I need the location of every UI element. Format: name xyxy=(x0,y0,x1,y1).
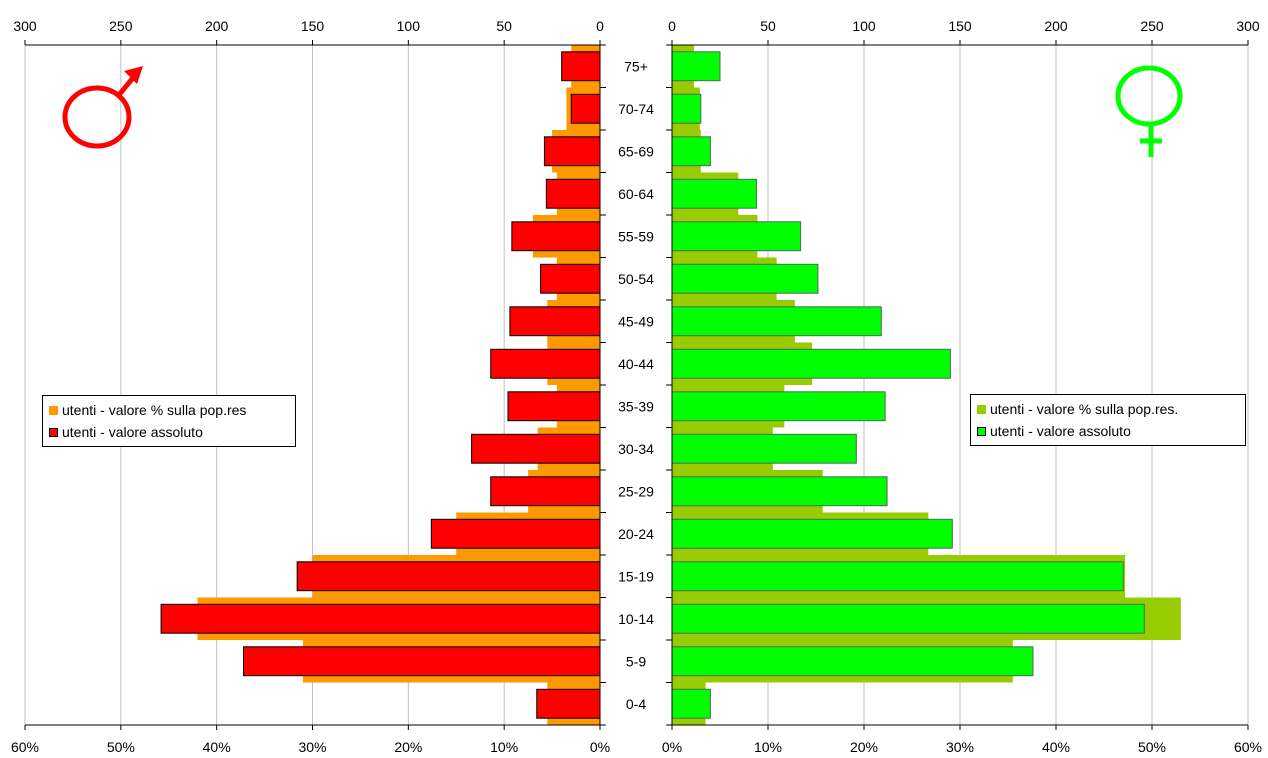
male-percent-tick-label: 10% xyxy=(490,739,518,755)
female-legend-percent-label: utenti - valore % sulla pop.res. xyxy=(990,401,1179,417)
female-percent-tick-label: 50% xyxy=(1138,739,1166,755)
female-symbol-icon xyxy=(1115,65,1183,127)
female-percent-swatch xyxy=(977,404,986,414)
male-percent-tick-label: 0% xyxy=(590,739,610,755)
female-percent-tick-label: 30% xyxy=(946,739,974,755)
male-absolute-bar xyxy=(543,136,601,167)
female-absolute-tick-label: 0 xyxy=(668,18,676,34)
male-absolute-tick-label: 50 xyxy=(496,18,512,34)
male-percent-tick-label: 50% xyxy=(107,739,135,755)
male-absolute-bar xyxy=(545,178,601,209)
male-absolute-bar xyxy=(243,646,601,677)
age-group-label: 10-14 xyxy=(618,611,654,627)
age-group-label: 50-54 xyxy=(618,271,654,287)
female-absolute-swatch xyxy=(977,426,986,436)
male-absolute-bar xyxy=(490,348,601,379)
male-absolute-bar xyxy=(471,433,601,464)
female-legend-item-absolute: utenti - valore assoluto xyxy=(977,420,1239,442)
male-absolute-bar xyxy=(511,221,601,252)
male-absolute-bar xyxy=(509,306,601,337)
male-absolute-tick-label: 100 xyxy=(397,18,421,34)
male-absolute-bar xyxy=(430,518,601,549)
female-percent-tick-label: 0% xyxy=(662,739,682,755)
male-absolute-tick-label: 150 xyxy=(301,18,325,34)
age-group-label: 35-39 xyxy=(618,398,654,414)
age-group-label: 5-9 xyxy=(626,653,646,669)
male-absolute-bar xyxy=(507,391,601,422)
age-group-label: 75+ xyxy=(624,58,648,74)
male-percent-tick-label: 60% xyxy=(11,739,39,755)
female-absolute-tick-label: 200 xyxy=(1044,18,1068,34)
female-absolute-bar xyxy=(671,561,1124,592)
female-absolute-tick-label: 100 xyxy=(852,18,876,34)
female-legend: utenti - valore % sulla pop.res. utenti … xyxy=(970,394,1246,446)
female-absolute-tick-label: 300 xyxy=(1236,18,1260,34)
female-legend-item-percent: utenti - valore % sulla pop.res. xyxy=(977,398,1239,420)
female-absolute-bar xyxy=(671,263,819,294)
male-legend-percent-label: utenti - valore % sulla pop.res xyxy=(62,402,247,418)
male-percent-tick-label: 20% xyxy=(394,739,422,755)
female-absolute-bar xyxy=(671,518,953,549)
age-group-label: 0-4 xyxy=(626,696,646,712)
female-absolute-bar xyxy=(671,433,857,464)
age-group-label: 40-44 xyxy=(618,356,654,372)
female-absolute-bar xyxy=(671,178,757,209)
male-absolute-bar xyxy=(561,51,601,82)
male-absolute-bar xyxy=(490,476,601,507)
age-group-label: 45-49 xyxy=(618,313,654,329)
male-absolute-tick-label: 250 xyxy=(109,18,133,34)
female-percent-tick-label: 60% xyxy=(1234,739,1262,755)
male-absolute-tick-label: 0 xyxy=(596,18,604,34)
male-legend-absolute-label: utenti - valore assoluto xyxy=(62,424,203,440)
age-group-label: 30-34 xyxy=(618,441,654,457)
age-group-label: 70-74 xyxy=(618,101,654,117)
male-legend-item-absolute: utenti - valore assoluto xyxy=(49,421,289,443)
male-percent-tick-label: 40% xyxy=(203,739,231,755)
male-legend: utenti - valore % sulla pop.res utenti -… xyxy=(42,395,296,447)
age-group-label: 25-29 xyxy=(618,483,654,499)
female-absolute-bar xyxy=(671,221,802,252)
female-absolute-tick-label: 50 xyxy=(760,18,776,34)
female-absolute-bar xyxy=(671,646,1034,677)
female-percent-tick-label: 10% xyxy=(754,739,782,755)
female-absolute-tick-label: 150 xyxy=(948,18,972,34)
male-symbol-icon xyxy=(62,85,132,149)
female-absolute-bar xyxy=(671,688,711,719)
female-absolute-bar xyxy=(671,306,882,337)
male-absolute-bar xyxy=(536,688,601,719)
male-percent-swatch xyxy=(49,405,58,415)
age-group-label: 20-24 xyxy=(618,526,654,542)
female-absolute-bar xyxy=(671,603,1145,634)
male-absolute-bar xyxy=(296,561,601,592)
female-absolute-bar xyxy=(671,391,886,422)
male-absolute-bar xyxy=(540,263,601,294)
male-legend-item-percent: utenti - valore % sulla pop.res xyxy=(49,399,289,421)
male-absolute-bar xyxy=(570,93,601,124)
female-absolute-bar xyxy=(671,136,711,167)
female-absolute-bar xyxy=(671,476,888,507)
female-percent-tick-label: 40% xyxy=(1042,739,1070,755)
female-absolute-bar xyxy=(671,348,951,379)
male-symbol-arrowhead xyxy=(124,66,143,84)
female-percent-tick-label: 20% xyxy=(850,739,878,755)
age-group-label: 15-19 xyxy=(618,568,654,584)
age-group-label: 65-69 xyxy=(618,143,654,159)
age-group-label: 60-64 xyxy=(618,186,654,202)
male-absolute-bar xyxy=(160,603,601,634)
male-absolute-swatch xyxy=(49,427,58,437)
male-percent-tick-label: 30% xyxy=(298,739,326,755)
age-group-label: 55-59 xyxy=(618,228,654,244)
female-absolute-bar xyxy=(671,51,721,82)
male-absolute-tick-label: 300 xyxy=(13,18,37,34)
male-absolute-tick-label: 200 xyxy=(205,18,229,34)
female-absolute-tick-label: 250 xyxy=(1140,18,1164,34)
female-legend-absolute-label: utenti - valore assoluto xyxy=(990,423,1131,439)
female-absolute-bar xyxy=(671,93,702,124)
